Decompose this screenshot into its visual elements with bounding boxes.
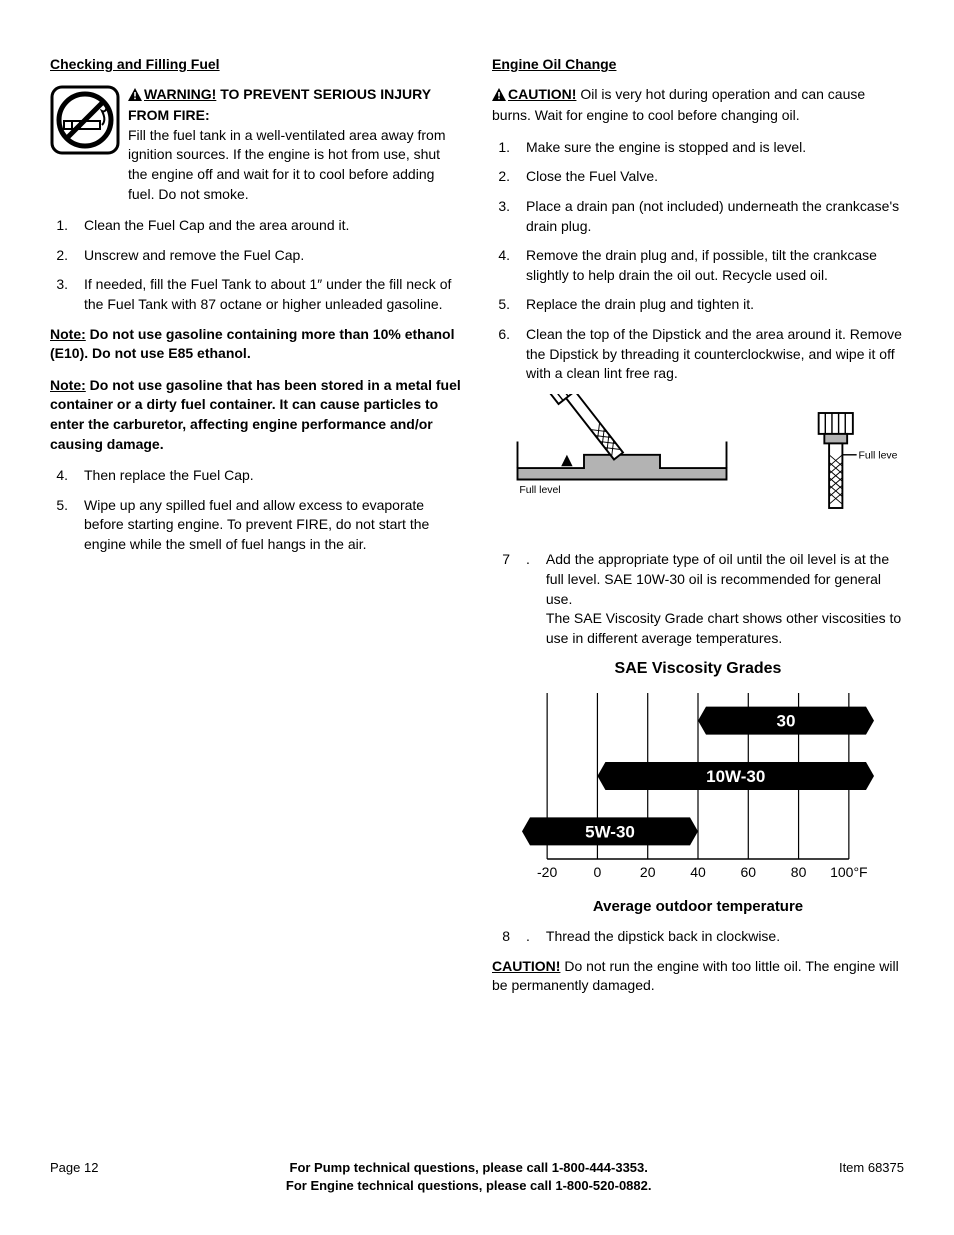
svg-text:-20: -20 [537, 864, 557, 880]
right-step-7: 7.Add the appropriate type of oil until … [492, 550, 904, 648]
warning-text: WARNING! TO PREVENT SERIOUS INJURY FROM … [128, 85, 462, 205]
list-item: 1.Clean the Fuel Cap and the area around… [50, 216, 462, 236]
right-title: Engine Oil Change [492, 55, 904, 75]
footer: Page 12 For Pump technical questions, pl… [50, 1159, 904, 1195]
caution-label: CAUTION! [508, 86, 576, 102]
list-item: 5.Replace the drain plug and tighten it. [492, 295, 904, 315]
left-title: Checking and Filling Fuel [50, 55, 462, 75]
list-item: 2.Unscrew and remove the Fuel Cap. [50, 246, 462, 266]
svg-text:60: 60 [740, 864, 756, 880]
chart-title: SAE Viscosity Grades [492, 658, 904, 680]
warning-body: Fill the fuel tank in a well-ventilated … [128, 126, 462, 204]
alert-icon [128, 87, 142, 107]
svg-text:20: 20 [640, 864, 656, 880]
dipstick-figure: Full level [492, 394, 904, 533]
caution-block: CAUTION! Oil is very hot during operatio… [492, 85, 904, 126]
warning-block: WARNING! TO PREVENT SERIOUS INJURY FROM … [50, 85, 462, 205]
alert-icon [492, 87, 506, 107]
item-number: Item 68375 [839, 1159, 904, 1177]
chart-caption: Average outdoor temperature [492, 896, 904, 917]
warning-label: WARNING! [144, 86, 216, 102]
viscosity-chart: SAE Viscosity Grades -20 0 20 40 60 80 100°F 30… [492, 658, 904, 917]
page-number: Page 12 [50, 1159, 98, 1177]
right-column: Engine Oil Change CAUTION! Oil is very h… [492, 55, 904, 996]
svg-text:80: 80 [791, 864, 807, 880]
svg-text:10W-30: 10W-30 [706, 767, 765, 786]
svg-text:100°F: 100°F [830, 864, 868, 880]
list-item: 4.Remove the drain plug and, if possible… [492, 246, 904, 285]
viscosity-svg: -20 0 20 40 60 80 100°F 30 10W-30 5W-30 [492, 687, 892, 887]
list-item: 6.Clean the top of the Dipstick and the … [492, 325, 904, 384]
footer-center: For Pump technical questions, please cal… [98, 1159, 839, 1195]
list-item: 4.Then replace the Fuel Cap. [50, 466, 462, 486]
list-item: 1.Make sure the engine is stopped and is… [492, 138, 904, 158]
step7-text: Add the appropriate type of oil until th… [546, 550, 904, 648]
list-item: 5.Wipe up any spilled fuel and allow exc… [50, 496, 462, 555]
svg-text:30: 30 [777, 711, 796, 730]
left-column: Checking and Filling Fuel WARNING! TO PR… [50, 55, 462, 996]
svg-text:40: 40 [690, 864, 706, 880]
left-steps-b: 4.Then replace the Fuel Cap. 5.Wipe up an… [50, 466, 462, 554]
right-steps-a: 1.Make sure the engine is stopped and is… [492, 138, 904, 384]
list-item: 3.Place a drain pan (not included) under… [492, 197, 904, 236]
svg-text:5W-30: 5W-30 [585, 822, 635, 841]
no-smoking-icon [50, 85, 120, 155]
right-step-8: 8.Thread the dipstick back in clockwise. [492, 927, 904, 947]
caution-2: CAUTION! Do not run the engine with too … [492, 957, 904, 996]
svg-text:0: 0 [594, 864, 602, 880]
left-steps-a: 1.Clean the Fuel Cap and the area around… [50, 216, 462, 314]
list-item: 3.If needed, fill the Fuel Tank to about… [50, 275, 462, 314]
note-1: Note: Do not use gasoline containing mor… [50, 325, 462, 364]
list-item: 2.Close the Fuel Valve. [492, 167, 904, 187]
full-level-left: Full level [519, 485, 560, 496]
note-2: Note: Do not use gasoline that has been … [50, 376, 462, 454]
full-level-right: Full level [859, 450, 898, 461]
